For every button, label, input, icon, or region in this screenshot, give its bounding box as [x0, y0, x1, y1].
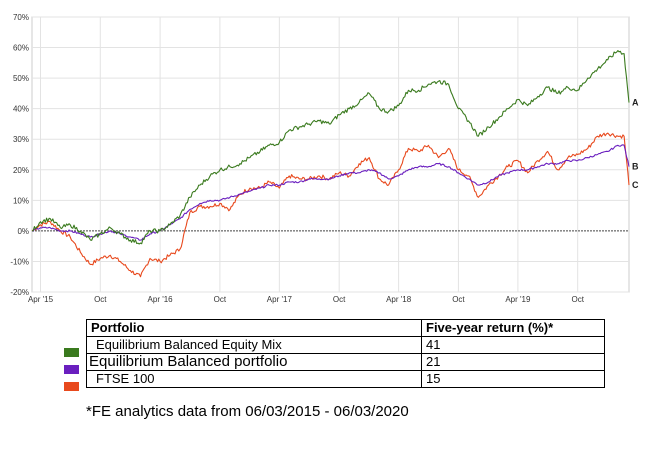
header-portfolio: Portfolio	[86, 319, 422, 337]
table-row: Equilibrium Balanced Equity Mix 41	[86, 336, 605, 354]
y-axis-labels: 70% 60% 50% 40% 30% 20% 10% 0% -10% -20%	[10, 13, 29, 297]
table-header-row: Portfolio Five-year return (%)*	[86, 319, 605, 337]
legend-swatch-ftse-100	[64, 382, 79, 391]
y-tick-label: 70%	[13, 13, 29, 22]
table-row: FTSE 100 15	[86, 370, 605, 388]
x-tick-label: Apr '16	[148, 295, 174, 304]
x-tick-label: Oct	[452, 295, 465, 304]
row-value: 21	[421, 353, 605, 371]
header-five-year-return: Five-year return (%)*	[421, 319, 605, 337]
y-tick-label: 60%	[13, 44, 29, 53]
x-tick-label: Oct	[214, 295, 227, 304]
returns-table: Portfolio Five-year return (%)* Equilibr…	[86, 319, 605, 388]
x-tick-label: Apr '18	[386, 295, 412, 304]
line-chart: 70% 60% 50% 40% 30% 20% 10% 0% -10% -20% Apr '15 O…	[10, 13, 639, 304]
series-label-b: B	[632, 162, 639, 172]
table-row: Equilibrium Balanced portfolio 21	[86, 353, 605, 371]
x-tick-label: Apr '19	[505, 295, 531, 304]
legend-swatch-equity-mix	[64, 348, 79, 357]
y-tick-label: 0%	[17, 227, 29, 236]
x-tick-label: Oct	[571, 295, 584, 304]
footnote: *FE analytics data from 06/03/2015 - 06/…	[86, 403, 409, 420]
series-line-a	[31, 50, 630, 245]
series-line-b	[31, 144, 630, 241]
y-tick-label: -10%	[10, 257, 29, 266]
y-tick-label: 30%	[13, 135, 29, 144]
x-tick-label: Oct	[94, 295, 107, 304]
row-name: FTSE 100	[86, 370, 422, 388]
series-label-a: A	[632, 98, 639, 108]
series-label-c: C	[632, 180, 639, 190]
x-tick-label: Apr '15	[28, 295, 54, 304]
y-tick-label: 20%	[13, 166, 29, 175]
grid-lines	[32, 16, 629, 293]
row-name: Equilibrium Balanced portfolio	[86, 353, 422, 371]
row-value: 41	[421, 336, 605, 354]
y-tick-label: 50%	[13, 74, 29, 83]
row-value: 15	[421, 370, 605, 388]
y-tick-label: -20%	[10, 288, 29, 297]
series-line-c	[31, 132, 630, 278]
row-name: Equilibrium Balanced Equity Mix	[86, 336, 422, 354]
y-tick-label: 40%	[13, 105, 29, 114]
plot-area	[31, 16, 630, 293]
x-tick-label: Apr '17	[267, 295, 293, 304]
series-lines	[31, 50, 630, 278]
series-end-labels: CB A	[632, 98, 639, 191]
legend-swatch-balanced-portfolio	[64, 365, 79, 374]
x-axis-labels: Apr '15 Oct Apr '16 Oct Apr '17 Oct Apr '18 Oct…	[28, 295, 585, 304]
x-tick-label: Oct	[333, 295, 346, 304]
y-tick-label: 10%	[13, 196, 29, 205]
